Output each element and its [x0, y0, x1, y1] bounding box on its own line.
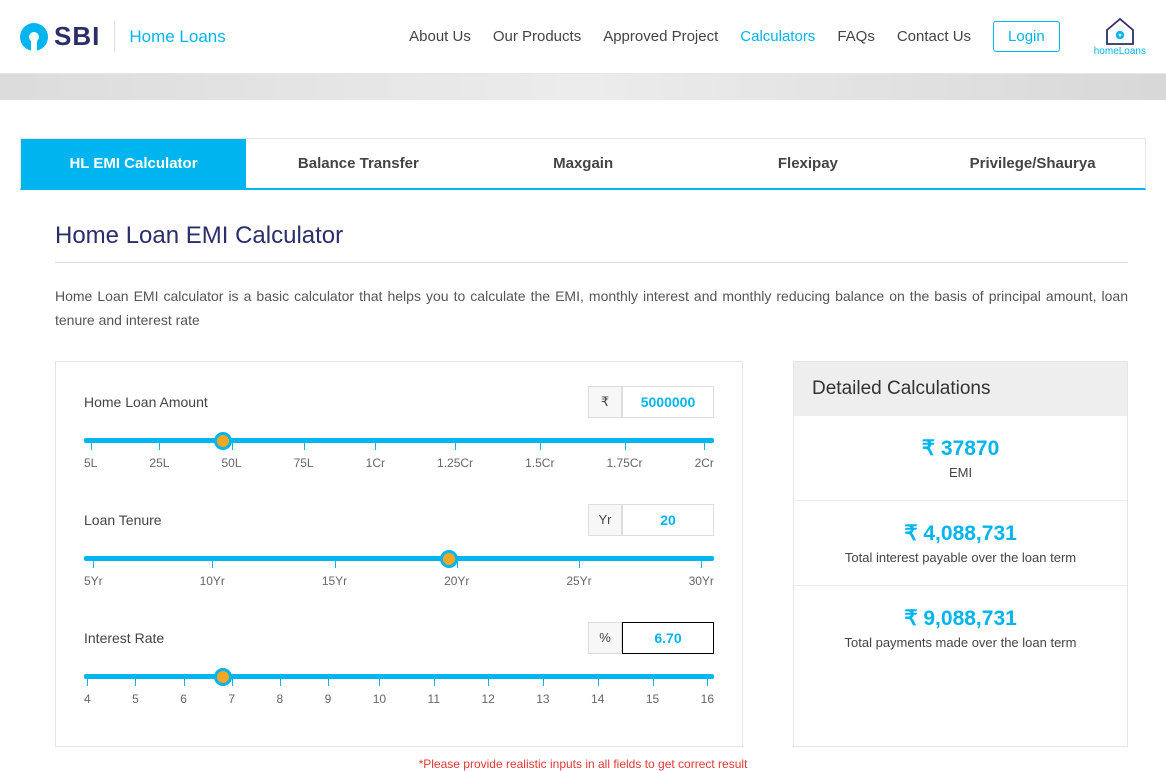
result-total-interest: ₹ 4,088,731 Total interest payable over … — [794, 501, 1127, 586]
calculator-panel: Home Loan Amount ₹ 5L25L50L75L1Cr1.25Cr1… — [55, 361, 743, 747]
product-line-label[interactable]: Home Loans — [129, 27, 225, 47]
amount-slider-thumb[interactable] — [214, 432, 232, 450]
tenure-ticks: 5Yr10Yr15Yr20Yr25Yr30Yr — [84, 574, 714, 588]
result-emi: ₹ 37870 EMI — [794, 416, 1127, 501]
results-title: Detailed Calculations — [794, 362, 1127, 416]
page-description: Home Loan EMI calculator is a basic calc… — [55, 285, 1128, 333]
rate-unit: % — [588, 622, 622, 654]
nav-calculators[interactable]: Calculators — [740, 28, 815, 45]
tenure-slider-block: Loan Tenure Yr 5Yr10Yr15Yr20Yr25Yr30Yr — [84, 504, 714, 588]
rate-ticks: 45678910111213141516 — [84, 692, 714, 706]
title-divider — [55, 262, 1128, 263]
amount-slider-block: Home Loan Amount ₹ 5L25L50L75L1Cr1.25Cr1… — [84, 386, 714, 470]
sbi-logo: SBI — [20, 21, 100, 52]
tab-flexipay[interactable]: Flexipay — [696, 139, 921, 188]
rate-slider-block: Interest Rate % 45678910111213141516 — [84, 622, 714, 706]
tab-hl-emi[interactable]: HL EMI Calculator — [21, 139, 246, 188]
tenure-unit: Yr — [588, 504, 622, 536]
rate-input[interactable] — [622, 622, 714, 654]
amount-ticks: 5L25L50L75L1Cr1.25Cr1.5Cr1.75Cr2Cr — [84, 456, 714, 470]
sbi-logo-text: SBI — [54, 21, 100, 52]
tab-maxgain[interactable]: Maxgain — [471, 139, 696, 188]
tenure-label: Loan Tenure — [84, 512, 162, 528]
login-button[interactable]: Login — [993, 21, 1060, 52]
hero-banner — [0, 74, 1166, 100]
nav-faqs[interactable]: FAQs — [837, 28, 875, 45]
page-title: Home Loan EMI Calculator — [55, 222, 1146, 250]
amount-label: Home Loan Amount — [84, 394, 208, 410]
home-loans-icon-label: homeLoans — [1094, 46, 1146, 57]
tab-privilege-shaurya[interactable]: Privilege/Shaurya — [920, 139, 1145, 188]
footnote: *Please provide realistic inputs in all … — [20, 757, 1146, 771]
nav-about-us[interactable]: About Us — [409, 28, 471, 45]
tab-balance-transfer[interactable]: Balance Transfer — [246, 139, 471, 188]
result-total-payment: ₹ 9,088,731 Total payments made over the… — [794, 586, 1127, 670]
top-nav: About Us Our Products Approved Project C… — [409, 16, 1146, 57]
logo-group[interactable]: SBI Home Loans — [20, 21, 226, 52]
tenure-input[interactable] — [622, 504, 714, 536]
rate-slider[interactable] — [84, 668, 714, 686]
amount-input[interactable] — [622, 386, 714, 418]
divider — [114, 22, 115, 52]
nav-approved-project[interactable]: Approved Project — [603, 28, 718, 45]
house-icon — [1103, 16, 1137, 46]
results-panel: Detailed Calculations ₹ 37870 EMI ₹ 4,08… — [793, 361, 1128, 747]
nav-contact-us[interactable]: Contact Us — [897, 28, 971, 45]
rate-label: Interest Rate — [84, 630, 164, 646]
home-loans-icon-group[interactable]: homeLoans — [1094, 16, 1146, 57]
rate-slider-thumb[interactable] — [214, 668, 232, 686]
tenure-slider-thumb[interactable] — [440, 550, 458, 568]
header: SBI Home Loans About Us Our Products App… — [0, 0, 1166, 74]
sbi-logo-icon — [20, 23, 48, 51]
amount-unit: ₹ — [588, 386, 622, 418]
nav-our-products[interactable]: Our Products — [493, 28, 581, 45]
amount-slider[interactable] — [84, 432, 714, 450]
tenure-slider[interactable] — [84, 550, 714, 568]
calculator-tabs: HL EMI Calculator Balance Transfer Maxga… — [20, 138, 1146, 190]
